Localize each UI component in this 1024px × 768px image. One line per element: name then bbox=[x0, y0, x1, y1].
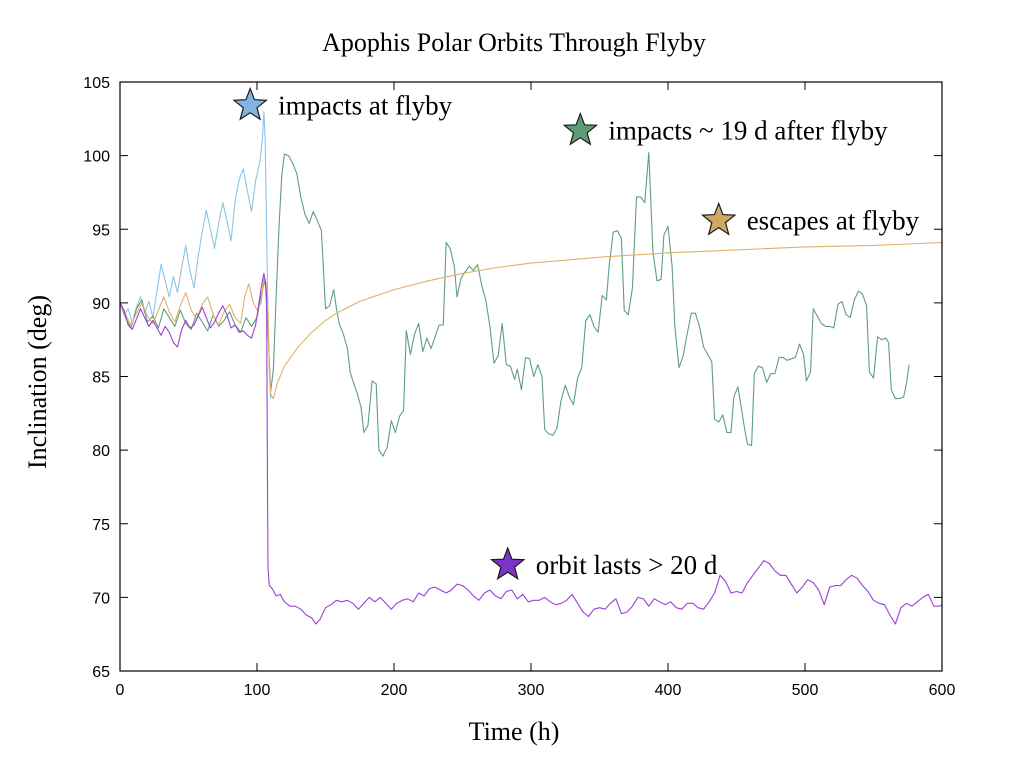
x-tick-label: 400 bbox=[655, 682, 682, 699]
y-tick-label: 90 bbox=[92, 296, 110, 313]
series-line-1 bbox=[119, 110, 272, 399]
x-tick-label: 300 bbox=[518, 682, 545, 699]
y-tick-label: 80 bbox=[92, 443, 110, 460]
x-axis-label: Time (h) bbox=[469, 717, 560, 746]
legend-label-3: escapes at flyby bbox=[747, 205, 920, 235]
legend-layer: impacts at flyby impacts ~ 19 d after fly… bbox=[232, 86, 920, 581]
y-tick-label: 65 bbox=[92, 664, 110, 681]
series-line-2 bbox=[119, 152, 910, 457]
y-tick-label: 105 bbox=[83, 75, 110, 92]
legend-star-1 bbox=[232, 86, 268, 121]
x-tick-label: 200 bbox=[381, 682, 408, 699]
chart-title: Apophis Polar Orbits Through Flyby bbox=[322, 28, 706, 57]
x-tick-label: 0 bbox=[116, 682, 125, 699]
legend-star-3 bbox=[700, 201, 737, 236]
y-tick-label: 100 bbox=[83, 149, 110, 166]
y-tick-label: 85 bbox=[92, 370, 110, 387]
y-tick-label: 70 bbox=[92, 590, 110, 607]
x-tick-label: 600 bbox=[929, 682, 956, 699]
legend-label-1: impacts at flyby bbox=[278, 91, 452, 121]
legend-label-2: impacts ~ 19 d after flyby bbox=[608, 116, 888, 146]
legend-star-4 bbox=[489, 546, 526, 581]
series-line-3 bbox=[119, 241, 943, 400]
y-axis-label: Inclination (deg) bbox=[23, 295, 52, 469]
series-line-4 bbox=[119, 272, 943, 625]
legend-label-4: orbit lasts > 20 d bbox=[536, 550, 718, 580]
axes-layer: 0 100 200 300 400 500 600 65 70 75 80 85 90 95 100 105 bbox=[83, 75, 955, 699]
legend-star-2 bbox=[562, 111, 599, 146]
y-tick-label: 75 bbox=[92, 517, 110, 534]
y-tick-label: 95 bbox=[92, 222, 110, 239]
series-layer bbox=[119, 110, 943, 625]
x-tick-label: 500 bbox=[792, 682, 819, 699]
x-tick-label: 100 bbox=[244, 682, 271, 699]
